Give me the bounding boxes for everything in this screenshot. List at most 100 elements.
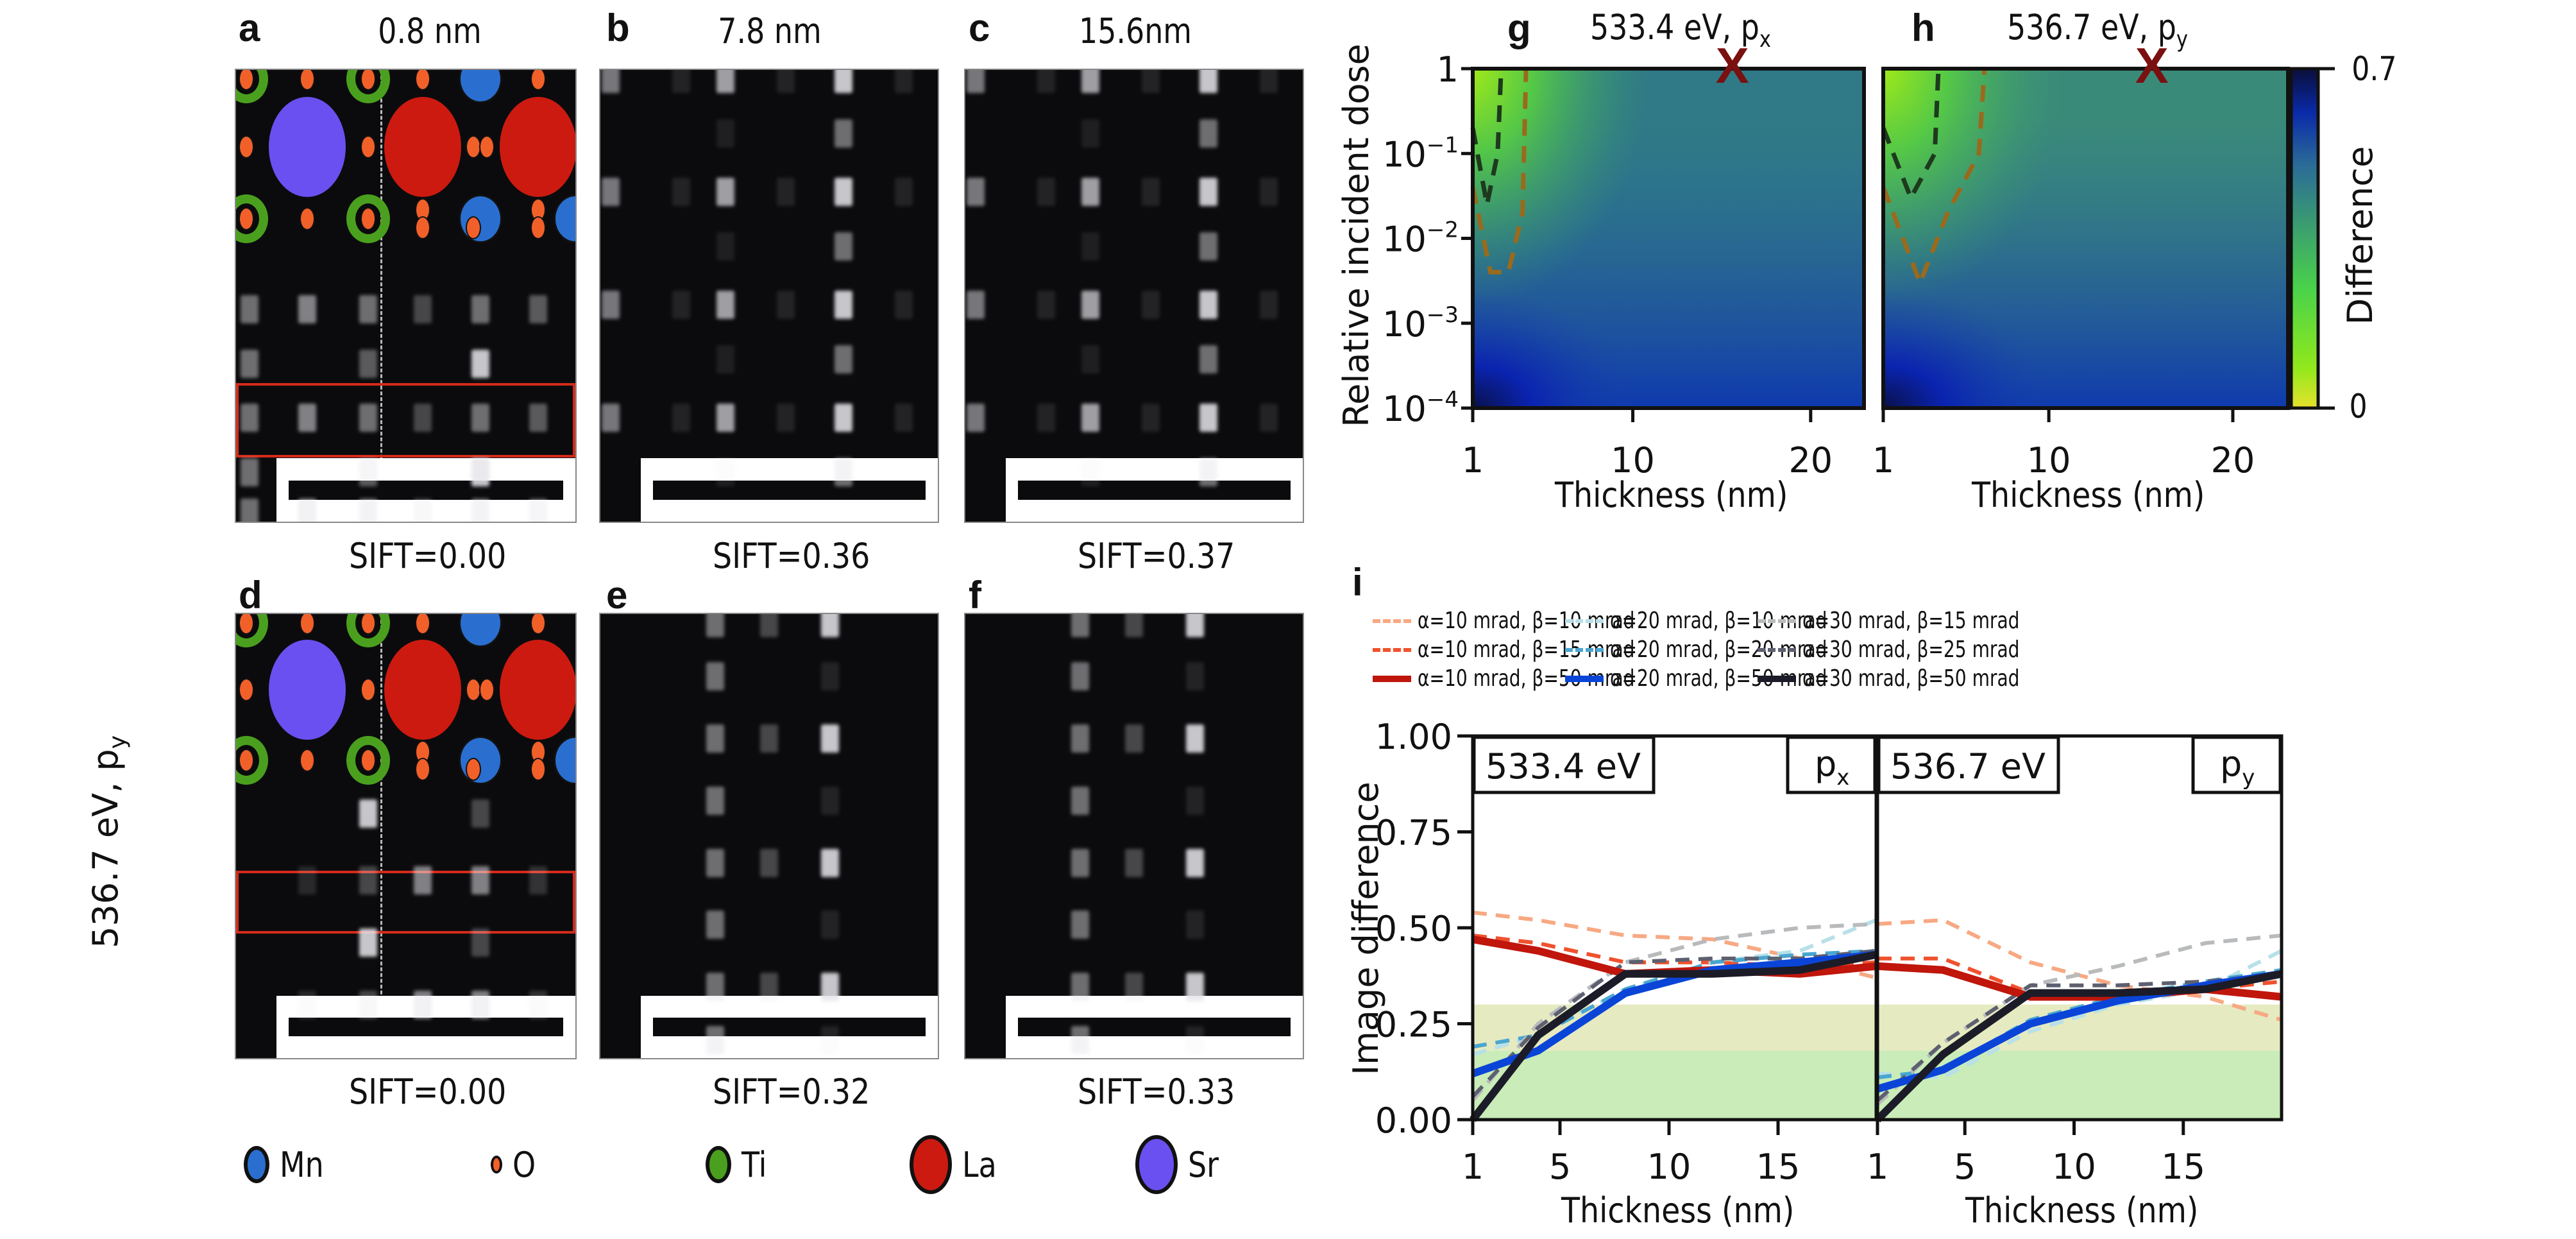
intensity-spot [359,457,378,486]
o-atom [238,678,254,701]
colorbar-label: Difference [2340,146,2380,325]
o-atom [300,207,316,231]
intensity-spot [359,349,378,378]
o-atom [238,749,254,773]
o-atom [479,678,495,701]
y-tick-label: 10−2 [1382,218,1459,260]
intensity-spot [1037,70,1056,94]
intensity-spot [471,928,489,957]
intensity-spot [1260,404,1278,432]
intensity-spot [359,295,378,324]
x-tick-label: 10 [2052,1147,2096,1187]
intensity-spot [760,973,778,1002]
intensity-spot [1125,724,1143,753]
intensity-spot [241,295,259,324]
intensity-spot [471,799,489,828]
intensity-spot [966,404,985,432]
intensity-spot [1037,178,1056,207]
intensity-spot [672,291,691,320]
intensity-spot [820,724,839,753]
intensity-spot [834,232,852,261]
mn-swatch-icon [244,1146,269,1183]
intensity-spot [834,291,852,320]
intensity-spot [820,848,839,877]
intensity-spot [359,799,378,828]
x-tick-label: 1 [1872,440,1894,481]
mn-atom [458,736,502,785]
intensity-spot [716,119,734,148]
o-atom [360,749,377,773]
legend-swatch-icon [1758,648,1796,652]
intensity-spot [359,928,378,957]
intensity-spot [1125,848,1143,877]
intensity-spot [529,498,547,522]
intensity-spot [298,295,317,324]
y-tick-label: 0.75 [1375,813,1452,853]
legend-swatch-icon [1373,619,1411,623]
legend-swatch-icon [1373,648,1411,652]
panel-label-d: d [239,574,262,617]
polarization-label-box: py [2191,735,2282,794]
intensity-spot [1125,614,1143,637]
intensity-spot [1071,662,1089,690]
mn-atom [458,614,502,647]
intensity-spot [966,178,985,207]
series-line [1472,910,1877,980]
panel-c-title: 15.6nm [1078,11,1192,51]
o-atom [479,135,495,158]
intensity-spot [820,973,839,1002]
x-tick-label: 10 [1647,1147,1691,1187]
x-tick-label: 1 [1867,1147,1888,1187]
panel-label-g: g [1507,6,1531,49]
intensity-spot [471,295,489,324]
intensity-spot [241,349,259,378]
scale-bar [1006,996,1303,1058]
intensity-spot [834,178,852,207]
legend-label: α=30 mrad, β=15 mrad [1802,608,2020,634]
intensity-spot [298,990,317,1019]
atom-legend-label: O [513,1144,536,1185]
o-atom [360,678,377,701]
intensity-spot [471,404,489,432]
x-tick-label: 1 [1462,1147,1484,1187]
o-atom [360,614,377,635]
atom-legend-item-sr: Sr [1135,1135,1224,1194]
o-atom [530,614,546,635]
intensity-spot [1081,232,1099,261]
intensity-spot [1081,404,1099,432]
heatmap-figure: X 1 10 20 1 10−1 10−2 10−3 10−4 X 1 10 20 [1382,37,2335,481]
polarization-label-box: px [1786,735,1877,794]
intensity-spot [529,295,547,324]
intensity-spot [601,70,620,94]
intensity-spot [1199,232,1217,261]
intensity-spot [601,178,620,207]
intensity-spot [1199,291,1217,320]
intensity-spot [529,990,547,1019]
panel-label-f: f [969,574,981,617]
legend-item: α=30 mrad, β=25 mrad [1758,638,2081,662]
series-line [1471,948,1877,1098]
intensity-spot [471,866,489,895]
intensity-spot [706,662,724,690]
panel-label-h: h [1911,6,1935,49]
intensity-spot [706,614,724,637]
intensity-spot [760,848,778,877]
panel-b-title: 7.8 nm [718,11,822,51]
panel-label-e: e [606,574,628,617]
scale-bar [641,996,938,1058]
legend-swatch-icon [1758,619,1796,623]
intensity-spot [1037,404,1056,432]
optimal-marker: X [1716,37,1749,94]
intensity-spot [895,404,913,432]
intensity-spot [706,973,724,1002]
intensity-spot [716,70,734,94]
y-tick-label: 1 [1437,49,1459,90]
panel-label-c: c [969,6,990,49]
intensity-spot [760,724,778,753]
polarization-label-frame [2191,735,2282,794]
colorbar [2289,67,2335,410]
intensity-spot [1142,291,1160,320]
intensity-spot [760,614,778,637]
intensity-spot [716,178,734,207]
